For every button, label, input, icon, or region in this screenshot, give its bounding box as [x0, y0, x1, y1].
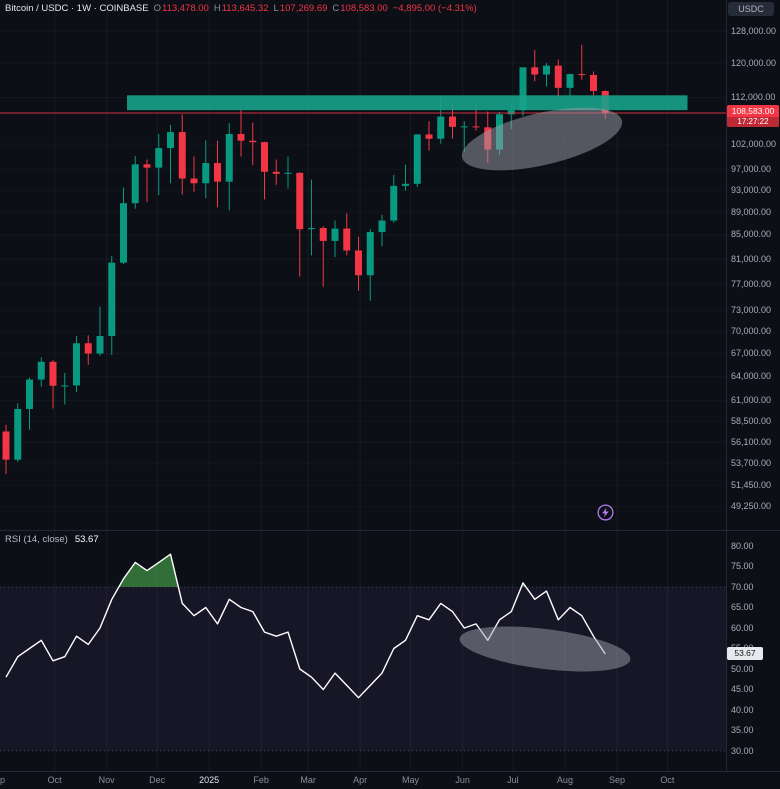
time-axis-label: Mar [300, 775, 316, 785]
time-axis[interactable]: p Oct Nov Dec 2025 Feb Mar Apr May Jun Jul Aug Sep Oc… [0, 771, 780, 789]
price-axis-label: 85,000.00 [731, 229, 772, 240]
pane-separator[interactable] [0, 530, 780, 531]
rsi-title: RSI (14, close) [5, 534, 68, 545]
rsi-legend[interactable]: RSI (14, close) 53.67 [5, 534, 99, 545]
price-axis-label: 89,000.00 [731, 206, 772, 217]
low-value: 107,269.69 [279, 3, 328, 14]
rsi-axis-label: 70.00 [731, 581, 754, 592]
rsi-axis-label: 65.00 [731, 602, 754, 612]
price-axis-label: 73,000.00 [731, 305, 772, 316]
price-axis-label: 102,000.00 [731, 138, 777, 149]
ellipse-annotation[interactable] [456, 95, 627, 183]
price-axis[interactable]: 128,000.00 120,000.00 112,000.00 102,000.00… [726, 0, 780, 771]
rsi-axis-label: 60.00 [731, 622, 754, 633]
currency-toggle[interactable]: USDC [728, 2, 774, 16]
time-axis-label: May [402, 775, 420, 785]
low-label: L [273, 3, 279, 14]
rsi-value-badge: 53.67 [727, 647, 763, 661]
ellipse-annotation[interactable] [457, 619, 633, 680]
time-axis-label: Jul [507, 775, 519, 785]
time-axis-label: Feb [253, 775, 269, 785]
price-axis-label: 112,000.00 [731, 92, 776, 103]
close-value: 108,583.00 [340, 3, 388, 14]
high-label: H [213, 3, 221, 14]
time-axis-label: Oct [47, 775, 62, 785]
flash-icon[interactable] [596, 503, 615, 522]
price-axis-label: 58,500.00 [731, 415, 772, 426]
open-value: 113,478.00 [161, 3, 209, 14]
time-axis-label: Oct [660, 775, 675, 785]
price-axis-label: 97,000.00 [731, 163, 772, 174]
close-label: C [332, 3, 340, 14]
rsi-axis-label: 50.00 [731, 663, 754, 674]
symbol-legend[interactable]: Bitcoin / USDC · 1W · COINBASE O113,478.0… [5, 3, 477, 14]
rsi-axis-label: 30.00 [731, 745, 754, 756]
symbol-title[interactable]: Bitcoin / USDC · 1W · COINBASE [5, 3, 149, 14]
rsi-axis-label: 80.00 [731, 540, 754, 551]
time-axis-label: Sep [608, 775, 626, 785]
open-label: O [153, 3, 161, 14]
price-axis-label: 128,000.00 [731, 25, 777, 36]
time-axis-label: Nov [98, 775, 115, 785]
rsi-current-value: 53.67 [74, 534, 99, 545]
rsi-axis-label: 75.00 [731, 561, 754, 571]
price-axis-label: 53,700.00 [731, 458, 772, 469]
price-axis-label: 77,000.00 [731, 278, 772, 289]
price-axis-label: 49,250.00 [731, 501, 772, 512]
high-value: 113,645.32 [221, 3, 269, 14]
current-price-value: 108,583.00 [731, 105, 775, 116]
price-axis-label: 93,000.00 [731, 184, 772, 195]
price-axis-label: 67,000.00 [731, 348, 772, 359]
price-axis-label: 61,000.00 [731, 394, 772, 405]
time-axis-label: Dec [149, 775, 166, 785]
price-axis-label: 64,000.00 [731, 370, 772, 381]
price-axis-label: 51,450.00 [731, 479, 772, 490]
price-axis-label: 81,000.00 [731, 253, 772, 264]
price-axis-label: 56,100.00 [731, 436, 772, 447]
time-axis-label: 2025 [199, 775, 220, 785]
time-axis-label: Jun [455, 775, 470, 785]
price-axis-label: 70,000.00 [731, 326, 772, 337]
price-axis-label: 120,000.00 [731, 57, 777, 68]
rsi-axis-label: 35.00 [731, 725, 754, 735]
time-axis-label: Aug [556, 775, 573, 785]
time-axis-label: Apr [353, 775, 368, 785]
current-price-badge: 108,583.00 17:27:22 [727, 104, 779, 127]
rsi-axis-label: 40.00 [731, 704, 754, 715]
time-axis-label: p [0, 775, 5, 785]
change-value: −4,895.00 (−4.31%) [392, 3, 477, 14]
rsi-axis-label: 45.00 [731, 684, 754, 694]
bar-countdown: 17:27:22 [727, 116, 779, 127]
